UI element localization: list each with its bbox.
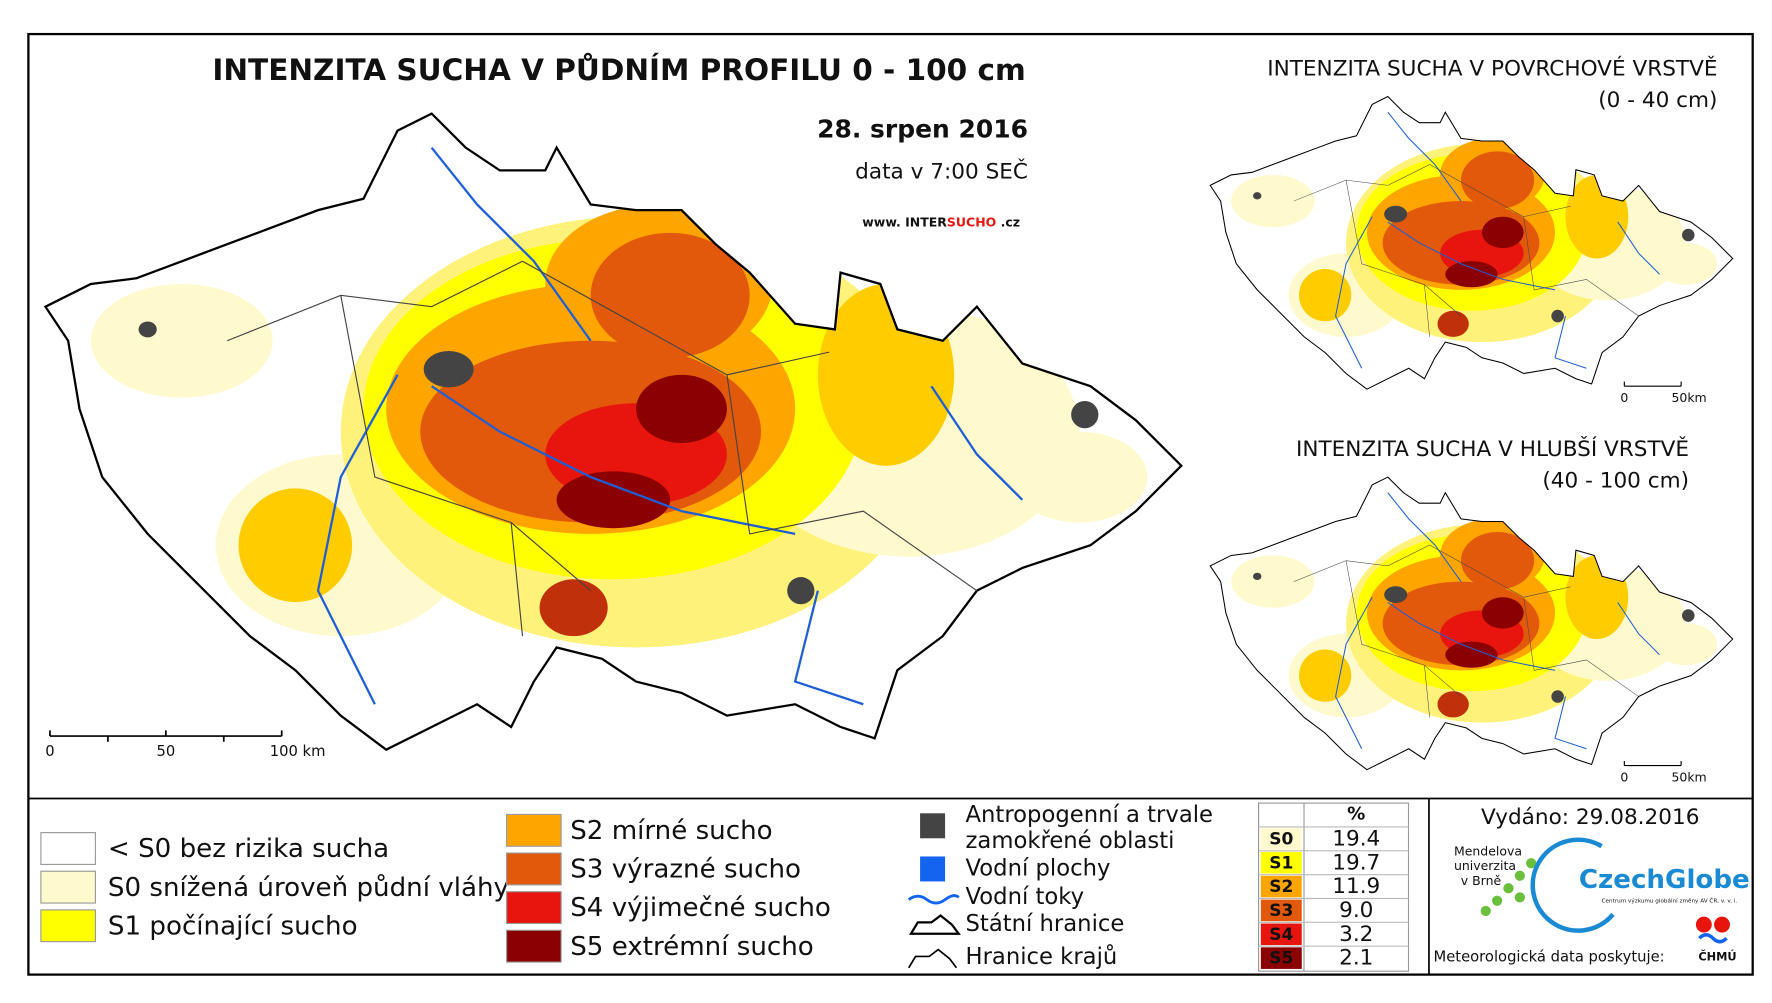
logo-text: v Brně bbox=[1461, 873, 1502, 888]
czechglobe-logo: CzechGlobe Centrum výzkumu globální změn… bbox=[1530, 837, 1750, 933]
scale-label: 0 bbox=[1620, 770, 1628, 785]
inset-subtitle: (0 - 40 cm) bbox=[1598, 88, 1717, 113]
table-class-cell bbox=[1260, 899, 1302, 922]
table-class-cell bbox=[1260, 923, 1302, 946]
logo-text: ČHMÚ bbox=[1698, 950, 1736, 964]
table-class-cell bbox=[1260, 947, 1302, 969]
frame bbox=[27, 32, 1754, 976]
logo-text: Mendelova bbox=[1454, 843, 1522, 858]
inset-title: INTENZITA SUCHA V POVRCHOVÉ VRSTVĚ bbox=[1267, 55, 1717, 81]
scale-label: 0 bbox=[1620, 390, 1628, 405]
legend-label: S0 snížená úroveň půdní vláhy bbox=[108, 873, 509, 903]
legend-label: S2 mírné sucho bbox=[570, 816, 772, 846]
table-class-cell bbox=[1260, 828, 1302, 850]
legend-label: Hranice krajů bbox=[966, 943, 1118, 970]
table-value: 3.2 bbox=[1339, 922, 1373, 947]
scale-label: 0 bbox=[45, 743, 54, 760]
legend-label: S3 výrazné sucho bbox=[570, 855, 801, 885]
inset-title: INTENZITA SUCHA V HLUBŠÍ VRSTVĚ bbox=[1296, 436, 1689, 462]
chmu-logo: ČHMÚ bbox=[1695, 916, 1737, 964]
main-map bbox=[45, 114, 1181, 750]
logo-text: Centrum výzkumu globální změny AV ČR, v.… bbox=[1602, 897, 1738, 904]
date: 28. srpen 2016 bbox=[817, 115, 1028, 144]
scale-label: 100 km bbox=[270, 743, 326, 760]
url-highlight: SUCHO bbox=[947, 214, 996, 229]
logo-text: univerzita bbox=[1454, 858, 1516, 873]
legend-label: < S0 bez rizika sucha bbox=[108, 834, 389, 864]
legend-label: zamokřené oblasti bbox=[966, 828, 1175, 854]
table-value: 19.4 bbox=[1332, 826, 1380, 851]
table-class-cell bbox=[1260, 851, 1302, 874]
inset-scale-bar bbox=[1623, 381, 1682, 387]
table-value: 19.7 bbox=[1332, 850, 1380, 875]
inset-subtitle: (40 - 100 cm) bbox=[1542, 469, 1689, 494]
legend-swatch bbox=[40, 909, 96, 943]
table-header: % bbox=[1347, 803, 1365, 824]
legend-label: S5 extrémní sucho bbox=[570, 932, 814, 962]
table-value: 9.0 bbox=[1339, 898, 1373, 923]
legend-label: S1 počínající sucho bbox=[108, 911, 358, 941]
legend-swatch bbox=[506, 891, 562, 925]
time: data v 7:00 SEČ bbox=[855, 159, 1028, 185]
other-legend: Antropogenní a trvale zamokřené oblasti … bbox=[907, 802, 1214, 970]
legend-label: Státní hranice bbox=[966, 911, 1125, 937]
table-value: 11.9 bbox=[1332, 874, 1380, 899]
url-prefix: www. INTER bbox=[862, 214, 947, 229]
legend-swatch bbox=[40, 870, 96, 904]
legend-swatch bbox=[506, 929, 562, 963]
drought-legend: < S0 bez rizika sucha S0 snížená úroveň p… bbox=[40, 813, 831, 963]
table-class-cell bbox=[1260, 875, 1302, 898]
issued: Vydáno: 29.08.2016 bbox=[1481, 805, 1699, 830]
table-value: 2.1 bbox=[1339, 946, 1373, 971]
legend-label: Vodní plochy bbox=[966, 855, 1111, 881]
inset-map-bottom bbox=[1210, 477, 1733, 770]
main-title: INTENZITA SUCHA V PŮDNÍM PROFILU 0 - 100… bbox=[212, 51, 1025, 87]
mendel-logo: Mendelova univerzita v Brně bbox=[1454, 843, 1537, 917]
logo-text: CzechGlobe bbox=[1579, 865, 1750, 895]
table-class: S0 bbox=[1269, 829, 1293, 849]
table-class: S4 bbox=[1269, 925, 1293, 945]
inset-map-top bbox=[1210, 97, 1733, 390]
scale-label: 50km bbox=[1671, 390, 1706, 405]
url-suffix: .cz bbox=[996, 214, 1020, 229]
legend-swatch bbox=[40, 832, 96, 865]
inset-scale-bar bbox=[1623, 761, 1682, 767]
scale-label: 50km bbox=[1671, 770, 1706, 785]
main-scale-bar: 0 50 100 km bbox=[45, 730, 325, 760]
stats-table: % S0 19.4 S1 19.7 S2 11.9 S3 9.0 S4 3.2 S5 2.1 bbox=[1258, 802, 1410, 972]
table-class: S3 bbox=[1269, 901, 1293, 921]
legend-label: Antropogenní a trvale bbox=[966, 802, 1214, 828]
table-class: S2 bbox=[1269, 877, 1293, 897]
legend-label: S4 výjimečné sucho bbox=[570, 893, 831, 923]
scale-label: 50 bbox=[156, 743, 175, 760]
legend-swatch bbox=[506, 813, 562, 847]
table-class: S1 bbox=[1269, 853, 1293, 873]
legend-swatch bbox=[506, 852, 562, 886]
data-provider: Meteorologická data poskytuje: bbox=[1434, 949, 1665, 966]
url: www. INTERSUCHO .cz bbox=[862, 214, 1020, 229]
table-class: S5 bbox=[1269, 949, 1293, 969]
legend-label: Vodní toky bbox=[966, 884, 1085, 910]
